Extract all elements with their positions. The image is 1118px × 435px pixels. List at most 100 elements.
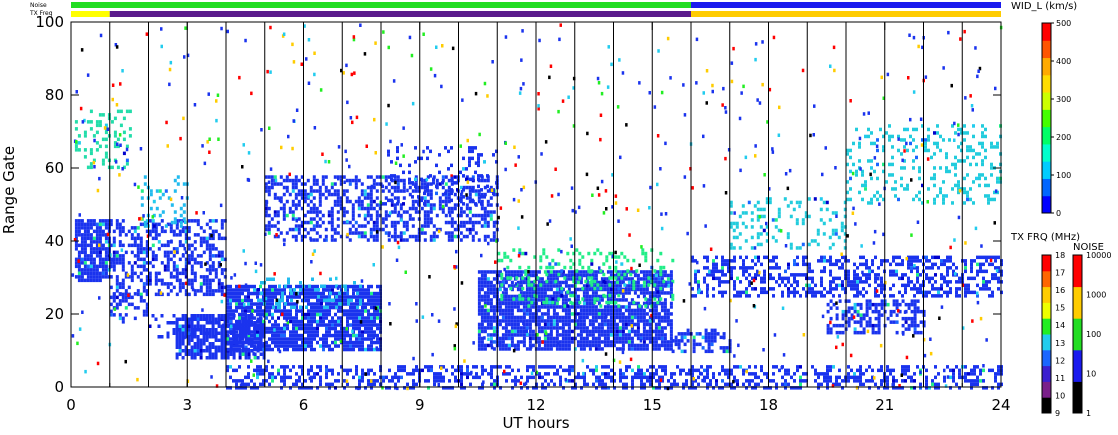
echo-cell: [994, 276, 997, 281]
echo-cell: [910, 255, 913, 260]
echo-cell: [262, 323, 265, 327]
echo-cell: [558, 315, 562, 320]
echo-cell: [193, 331, 197, 335]
echo-cell: [357, 199, 361, 204]
echo-cell: [627, 343, 631, 348]
echo-cell: [346, 316, 349, 320]
echo-cell: [707, 346, 711, 350]
echo-cell: [217, 321, 221, 325]
echo-cell: [835, 276, 838, 281]
echo-cell: [847, 259, 850, 263]
echo-cell: [390, 203, 394, 207]
echo-cell: [984, 134, 987, 139]
echo-cell: [295, 340, 298, 345]
echo-cell: [889, 273, 892, 277]
echo-cell: [86, 271, 90, 276]
echo-cell: [211, 331, 215, 335]
echo-cell: [83, 264, 87, 269]
echo-cell: [576, 298, 580, 302]
echo-cell: [468, 206, 472, 211]
echo-cell: [859, 276, 862, 281]
echo-cell: [573, 347, 577, 351]
echo-cell: [139, 264, 143, 269]
echo-cell: [459, 238, 463, 242]
echo-cell: [101, 247, 105, 251]
echo-cell: [384, 210, 388, 214]
echo-cell: [639, 315, 643, 320]
echo-cell: [286, 302, 289, 306]
echo-cell: [101, 271, 105, 276]
echo-cell: [573, 322, 577, 327]
echo-cell: [606, 336, 610, 341]
echo-cell: [273, 234, 277, 239]
echo-cell: [537, 329, 541, 334]
echo-cell: [271, 295, 274, 299]
echo-cell: [282, 217, 286, 221]
echo-cell: [694, 259, 697, 263]
echo-cell: [217, 345, 221, 349]
echo-cell: [411, 195, 414, 199]
echo-cell: [166, 240, 170, 244]
echo-cell: [414, 146, 417, 150]
echo-cell: [483, 326, 487, 330]
echo-cell: [80, 226, 84, 230]
echo-cell: [552, 326, 556, 330]
echo-cell: [945, 169, 948, 174]
echo-cell: [238, 352, 242, 356]
echo-cell: [796, 290, 799, 295]
echo-cell: [411, 217, 415, 221]
echo-cell: [309, 227, 313, 232]
echo-cell: [160, 219, 164, 223]
echo-cell: [267, 224, 271, 228]
echo-cell: [205, 261, 209, 265]
echo-cell: [531, 305, 535, 309]
echo-cell: [561, 343, 565, 348]
echo-cell: [805, 290, 808, 295]
echo-cell: [378, 213, 382, 218]
echo-cell: [567, 308, 571, 313]
echo-cell: [267, 185, 271, 190]
echo-cell: [339, 234, 343, 239]
echo-cell: [486, 184, 489, 189]
echo-cell: [86, 233, 90, 237]
echo-cell: [393, 224, 397, 228]
echo-cell: [175, 356, 179, 360]
echo-cell: [291, 217, 295, 221]
echo-cell: [545, 300, 549, 305]
echo-cell: [139, 240, 143, 244]
echo-cell: [603, 329, 607, 334]
echo-cell: [220, 271, 224, 276]
echo-cell: [355, 344, 358, 348]
echo-cell: [429, 196, 433, 200]
echo-cell: [112, 299, 116, 303]
echo-cell: [313, 295, 316, 299]
echo-cell: [590, 262, 594, 266]
echo-cell: [220, 226, 224, 230]
echo-cell: [563, 276, 567, 280]
echo-cell: [843, 200, 847, 205]
echo-cell: [623, 283, 627, 287]
echo-cell: [193, 247, 197, 251]
echo-cell: [205, 275, 209, 279]
echo-cell: [303, 227, 307, 232]
echo-cell: [429, 217, 433, 221]
echo-cell: [588, 298, 592, 302]
echo-cell: [474, 146, 477, 150]
echo-cell: [498, 319, 502, 323]
echo-cell: [480, 280, 484, 285]
echo-cell: [310, 330, 313, 334]
echo-cell: [660, 270, 664, 274]
echo-cell: [274, 295, 277, 299]
echo-cell: [118, 282, 122, 286]
echo-cell: [349, 316, 352, 320]
echo-cell: [101, 222, 105, 227]
echo-cell: [901, 262, 904, 267]
echo-cell: [471, 185, 475, 190]
echo-cell: [555, 343, 559, 348]
echo-cell: [966, 197, 969, 202]
echo-cell: [295, 284, 298, 289]
echo-cell: [480, 322, 484, 327]
echo-cell: [605, 258, 609, 263]
echo-cell: [603, 284, 607, 288]
echo-cell: [542, 248, 546, 252]
